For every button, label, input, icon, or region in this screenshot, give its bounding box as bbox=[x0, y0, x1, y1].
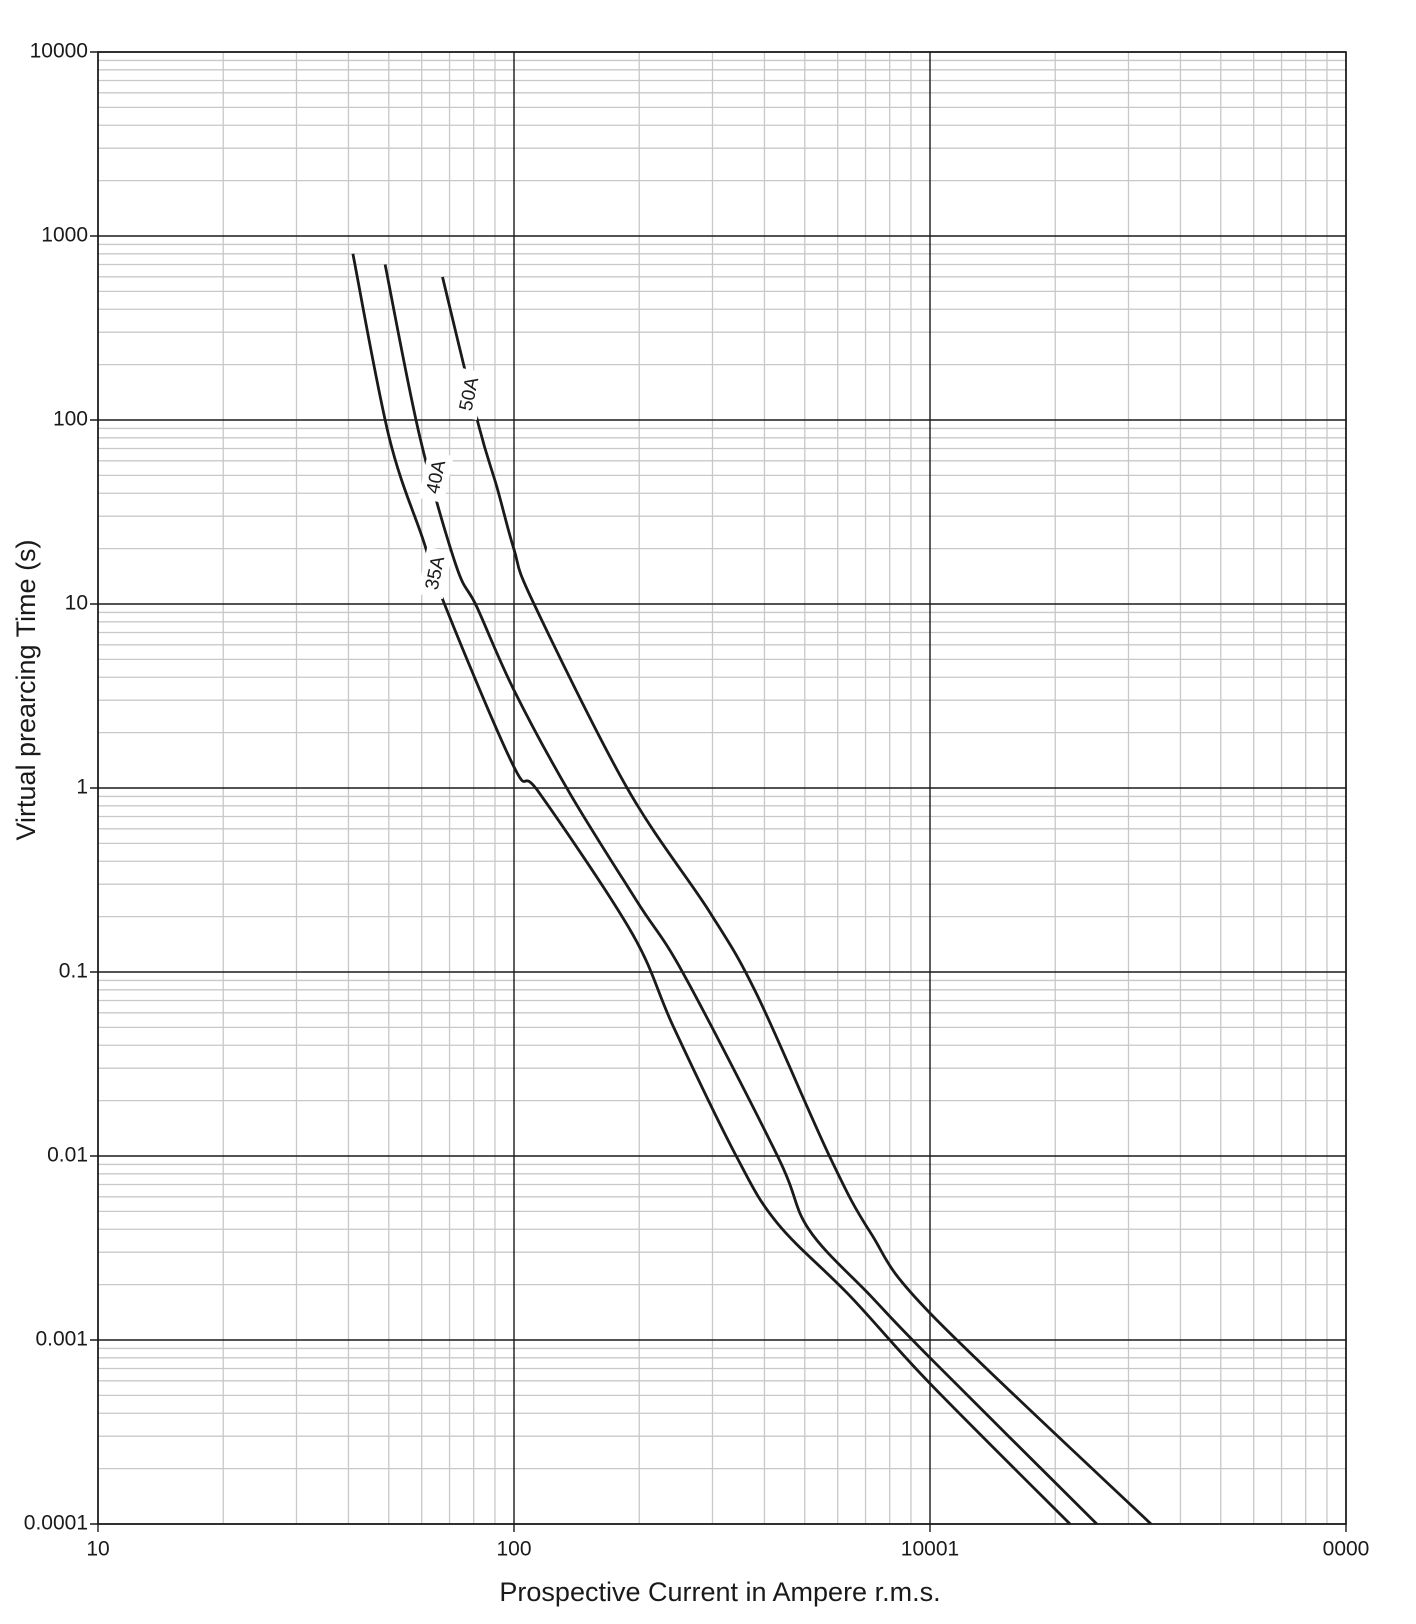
curve-label-bg bbox=[418, 450, 454, 504]
curve-label-group: 40A bbox=[418, 450, 454, 504]
y-tick-label: 0.1 bbox=[59, 960, 88, 983]
y-tick-label: 100 bbox=[53, 408, 88, 431]
y-tick-label: 1000 bbox=[41, 224, 88, 247]
curve-label-bg bbox=[417, 546, 453, 600]
y-tick-label: 1 bbox=[76, 776, 88, 799]
x-axis-title: Prospective Current in Ampere r.m.s. bbox=[499, 1577, 940, 1607]
plot-frame bbox=[97, 51, 1347, 1525]
x-tick-label: 10 bbox=[86, 1538, 109, 1561]
curve bbox=[351, 253, 1071, 1525]
y-tick-label: 10 bbox=[65, 592, 88, 615]
curve bbox=[441, 276, 1152, 1526]
x-tick-label: 0000 bbox=[1323, 1538, 1370, 1561]
curve-label-group: 50A bbox=[451, 367, 487, 421]
y-tick-label: 10000 bbox=[30, 40, 88, 63]
x-tick-label: 10001 bbox=[901, 1538, 959, 1561]
y-axis-title: Virtual prearcing Time (s) bbox=[11, 539, 41, 840]
curve-label-bg bbox=[451, 367, 487, 421]
y-tick-label: 0.001 bbox=[35, 1328, 88, 1351]
curve-label-group: 35A bbox=[417, 546, 453, 600]
x-tick-label: 100 bbox=[496, 1538, 531, 1561]
curve bbox=[383, 264, 1098, 1525]
y-tick-label: 0.01 bbox=[47, 1144, 88, 1167]
major-grid bbox=[90, 51, 1347, 1532]
y-tick-label: 0.0001 bbox=[24, 1512, 88, 1535]
